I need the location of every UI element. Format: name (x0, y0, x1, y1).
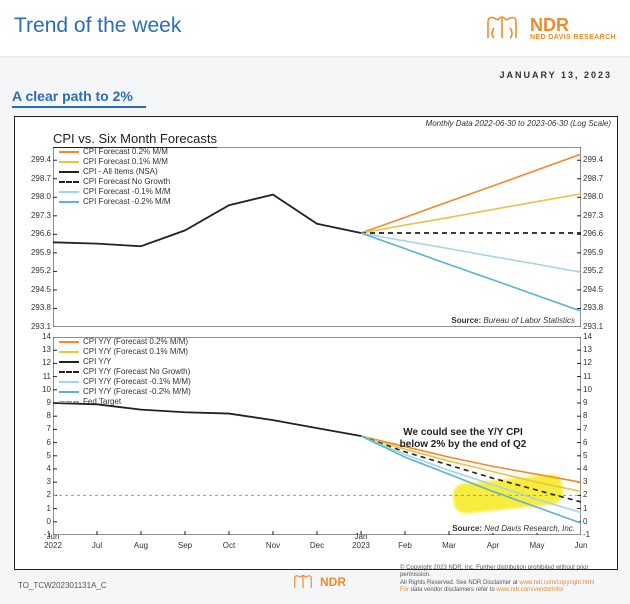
page-title: Trend of the week (14, 14, 181, 38)
subtitle-underline (12, 106, 146, 108)
chart-title: CPI vs. Six Month Forecasts (53, 131, 217, 148)
report-date: JANUARY 13, 2023 (499, 70, 612, 80)
brand-text: NDR NED DAVIS RESEARCH (530, 16, 616, 41)
brand-name: NDR (530, 16, 616, 34)
ndr-icon (290, 570, 316, 594)
footer-code: TO_TCW202301131A_C (18, 581, 107, 590)
subtitle: A clear path to 2% (12, 88, 133, 104)
chart-date-range: Monthly Data 2022-06-30 to 2023-06-30 (L… (426, 119, 611, 128)
annotation-text: We could see the Y/Y CPIbelow 2% by the … (383, 427, 543, 451)
panel-bottom: CPI Y/Y (Forecast 0.2% M/M)CPI Y/Y (Fore… (53, 337, 581, 535)
footer-brand: NDR (320, 575, 346, 589)
header: Trend of the week NDR NED DAVIS RESEARCH (0, 0, 630, 56)
brand-logo: NDR NED DAVIS RESEARCH (480, 8, 616, 48)
disclaimer: © Copyright 2023 NDR, Inc. Further distr… (400, 565, 616, 594)
chart-frame: Monthly Data 2022-06-30 to 2023-06-30 (L… (14, 116, 618, 570)
panel-top: CPI Forecast 0.2% M/MCPI Forecast 0.1% M… (53, 147, 581, 327)
panel-top-legend: CPI Forecast 0.2% M/MCPI Forecast 0.1% M… (59, 147, 171, 207)
panel-bottom-legend: CPI Y/Y (Forecast 0.2% M/M)CPI Y/Y (Fore… (59, 337, 191, 407)
ndr-icon (480, 8, 524, 48)
panel-top-source: Source: Bureau of Labor Statistics (449, 316, 577, 325)
page: Trend of the week NDR NED DAVIS RESEARCH… (0, 0, 630, 604)
brand-sub: NED DAVIS RESEARCH (530, 34, 616, 41)
panel-bottom-source: Source: Ned Davis Research, Inc. (450, 524, 577, 533)
footer-logo: NDR (290, 570, 346, 594)
